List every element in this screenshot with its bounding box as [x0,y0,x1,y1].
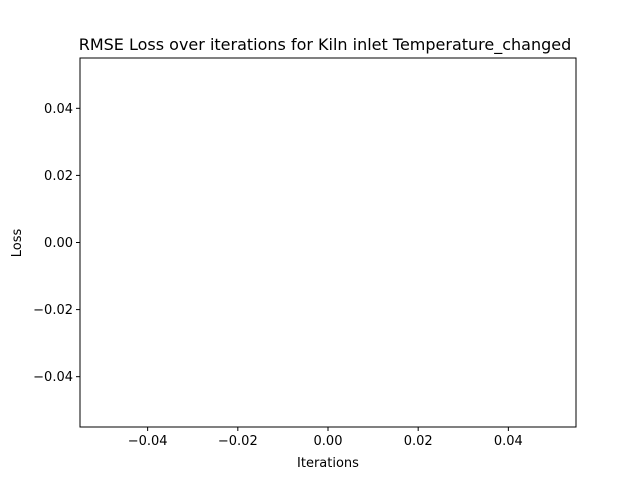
chart-title: RMSE Loss over iterations for Kiln inlet… [79,35,572,55]
y-tick-label: 0.04 [44,102,73,117]
x-tick-label: 0.04 [494,434,523,449]
y-tick-label: 0.02 [44,169,73,184]
plot-area [80,58,576,427]
x-tick-label: 0.02 [404,434,433,449]
x-axis-ticks: −0.04 −0.02 0.00 0.02 0.04 [128,427,523,449]
y-axis-label: Loss [10,229,25,258]
x-axis-label: Iterations [297,456,359,471]
y-axis-ticks: −0.04 −0.02 0.00 0.02 0.04 [33,102,80,385]
y-tick-label: −0.04 [33,370,73,385]
x-tick-label: −0.04 [128,434,168,449]
y-tick-label: −0.02 [33,303,73,318]
y-tick-label: 0.00 [44,236,73,251]
x-tick-label: −0.02 [218,434,258,449]
x-tick-label: 0.00 [314,434,343,449]
